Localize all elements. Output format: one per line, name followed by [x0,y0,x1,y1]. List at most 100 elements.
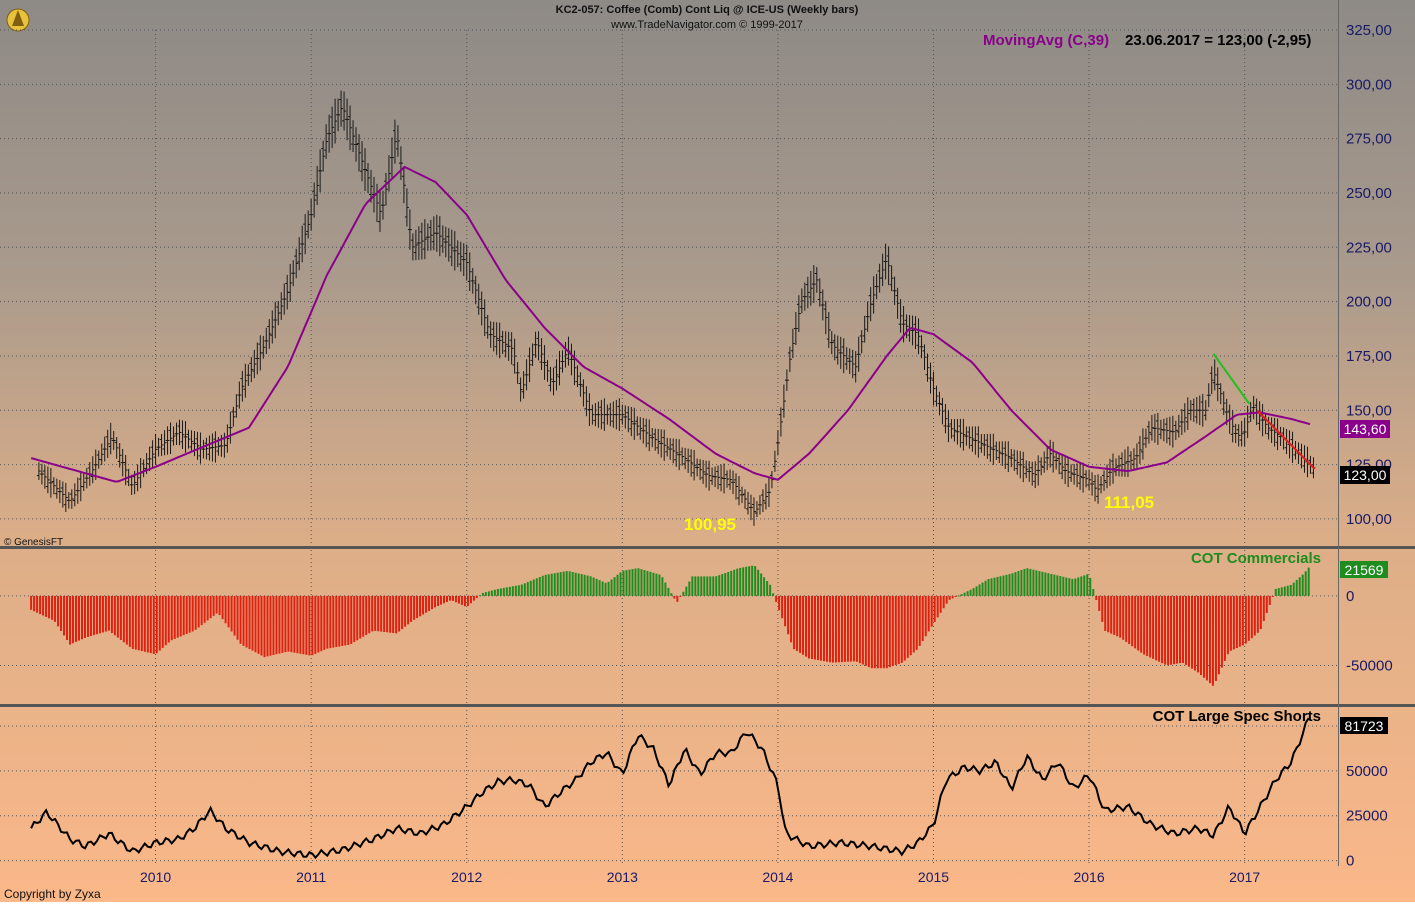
cot-bar [398,595,401,632]
cot-bar [936,595,939,618]
price-bar [440,225,445,253]
low-annotation-2013: 100,95 [684,515,736,534]
cot-bar [796,595,799,652]
price-bar [859,330,864,354]
cot-bar [466,595,469,606]
cot-bar [1089,578,1092,596]
cot-bar [368,595,371,634]
price-tick-label: 150,00 [1346,402,1392,419]
cot-bar [410,595,413,622]
price-bar [407,209,412,250]
price-bar [252,349,257,379]
cot-bar [269,595,272,656]
price-bar [814,267,819,293]
cot-bar [703,576,706,596]
price-bar [838,336,843,369]
price-bar [1075,463,1080,488]
price-bar [342,91,347,131]
cot-bar [999,576,1002,596]
cot-bar [1140,595,1143,653]
price-bar [497,322,502,359]
price-bar [177,419,182,446]
price-bar [793,311,798,346]
cot-bar [520,584,523,596]
price-bar [701,459,706,484]
cot-bar [89,595,92,637]
price-bar [1221,391,1226,415]
cot-bar [1146,595,1149,657]
cot-bar [1023,568,1026,596]
cot-bar [987,579,990,596]
price-bar [105,429,110,458]
moving-avg-line [30,165,1311,483]
price-bar [1170,415,1175,448]
cot-bar [939,595,942,613]
cot-tick-label: 0 [1346,588,1354,605]
price-bar [781,384,786,418]
cot-bar [607,581,610,596]
price-bar [1036,455,1041,486]
cot-bar [867,595,870,668]
price-bar [584,386,589,417]
cot-bar [478,595,481,597]
price-readout: 23.06.2017 = 123,00 (-2,95) [1125,32,1311,49]
cot-bar [212,595,215,616]
price-bar [461,243,466,276]
price-bar [189,430,194,453]
price-bar [1158,419,1163,440]
cot-bar [1232,595,1235,650]
price-bar [339,90,344,127]
price-bar [835,335,840,365]
price-bar [596,401,601,428]
price-bar [291,260,296,287]
price-bar [961,418,966,451]
cot-bar [876,595,879,669]
cot-bar [95,595,98,635]
price-bar [922,344,927,370]
price-bar [763,483,768,510]
price-bar [1164,417,1169,444]
price-bar [383,172,388,206]
cot-bar [897,595,900,664]
grid-layer [0,29,1338,866]
cot-bar [281,595,284,653]
cot-bar [960,594,963,596]
price-tick-label: 250,00 [1346,185,1392,202]
cot-bar [338,595,341,647]
x-tick-label: 2011 [296,869,326,885]
cot-bar [553,573,556,596]
price-bar [150,440,155,469]
cot-bar [425,595,428,613]
price-bar [1018,451,1023,479]
cot-bar [1185,595,1188,665]
svg-text:143,60: 143,60 [1344,421,1387,437]
spec-shorts-line [30,717,1310,860]
cot-bar [1110,595,1113,634]
spec-tick-label: 0 [1346,853,1354,870]
price-bar [174,422,179,445]
cot-bar [601,581,604,596]
price-bar [919,335,924,359]
cot-bar [1193,595,1196,671]
cot-bar [278,595,281,654]
price-bar [1042,451,1047,473]
cot-bar [457,595,460,604]
price-bar [626,406,631,433]
cot-bar [1035,570,1038,596]
price-bar [512,338,517,374]
cot-bar [1295,579,1298,596]
cot-bar [816,595,819,661]
price-bar [1140,428,1145,460]
price-bar [985,433,990,459]
price-bar [1146,421,1151,444]
cot-bar [622,570,625,596]
price-bar [775,430,780,456]
cot-bar [272,595,275,655]
price-tick-label: 325,00 [1346,22,1392,39]
cot-bar [1277,588,1280,596]
cot-bar [583,574,586,596]
price-bar [524,359,529,391]
price-bar [1057,453,1062,475]
price-bar [934,385,939,407]
price-bar [422,219,427,260]
